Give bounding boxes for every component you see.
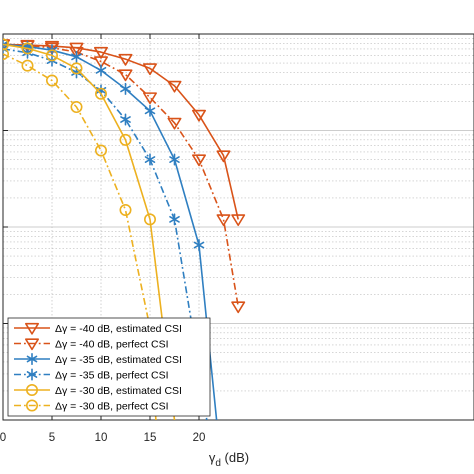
legend: Δγ = -40 dB, estimated CSI Δγ = -40 dB, p…	[7, 317, 211, 417]
series-line	[3, 43, 239, 307]
series-line	[3, 43, 239, 220]
x-tick-label: 15	[144, 432, 157, 444]
data-point	[95, 144, 108, 157]
legend-label: Δγ = -40 dB, estimated CSI	[55, 323, 182, 335]
legend-marker	[25, 338, 39, 351]
legend-label: Δγ = -30 dB, perfect CSI	[55, 401, 169, 413]
data-point	[119, 133, 132, 146]
legend-marker	[25, 322, 39, 335]
x-axis-title-symbol: γ	[209, 450, 216, 465]
legend-marker	[26, 368, 38, 381]
x-axis-title: γd (dB)	[209, 450, 249, 469]
data-point	[21, 42, 34, 55]
x-axis-title-unit: (dB)	[221, 450, 249, 465]
data-point	[70, 62, 83, 75]
data-point	[144, 104, 156, 117]
legend-box	[7, 317, 211, 417]
data-point	[95, 87, 108, 100]
data-point	[169, 213, 180, 226]
data-point	[45, 49, 58, 62]
data-point	[94, 46, 108, 59]
data-point	[3, 48, 9, 61]
data-point	[70, 101, 83, 114]
legend-entry: Δγ = -30 dB, estimated CSI	[14, 383, 182, 397]
data-point	[69, 46, 84, 59]
legend-label: Δγ = -35 dB, estimated CSI	[55, 354, 182, 366]
data-point	[3, 38, 9, 51]
data-point	[144, 213, 157, 226]
data-point	[118, 53, 133, 66]
legend-label: Δγ = -40 dB, perfect CSI	[55, 339, 169, 351]
data-point	[192, 109, 206, 122]
series-5	[3, 38, 176, 420]
x-tick-label: 20	[193, 432, 206, 444]
tick-labels: 0 5 10 15 20	[0, 432, 205, 444]
data-point	[120, 82, 131, 95]
data-point	[216, 214, 231, 227]
legend-entry: Δγ = -40 dB, estimated CSI	[14, 322, 182, 335]
legend-label: Δγ = -35 dB, perfect CSI	[55, 370, 169, 382]
data-point	[144, 153, 156, 166]
data-point	[21, 59, 34, 72]
data-point	[143, 92, 157, 105]
data-point	[118, 69, 133, 82]
data-point	[231, 214, 246, 227]
data-point	[45, 74, 58, 87]
legend-entry: Δγ = -30 dB, perfect CSI	[14, 399, 169, 413]
legend-label: Δγ = -30 dB, estimated CSI	[55, 385, 182, 397]
x-tick-label: 0	[0, 432, 6, 444]
data-point	[167, 117, 182, 130]
data-point	[143, 63, 157, 76]
legend-marker	[26, 352, 38, 366]
data-point	[94, 56, 108, 69]
x-tick-label: 5	[49, 432, 55, 444]
data-point	[167, 80, 182, 93]
legend-entry: Δγ = -40 dB, perfect CSI	[14, 338, 169, 351]
data-point	[22, 46, 33, 59]
data-point	[119, 204, 132, 217]
data-point	[192, 154, 206, 167]
data-point	[193, 239, 205, 252]
data-point	[120, 113, 131, 126]
data-point	[216, 150, 231, 163]
data-point	[169, 153, 180, 166]
x-axis-title-subscript: d	[215, 458, 221, 469]
data-point	[95, 64, 107, 77]
x-tick-label: 10	[95, 432, 108, 444]
legend-entry: Δγ = -35 dB, estimated CSI	[14, 352, 182, 366]
data-point	[231, 301, 246, 314]
data-point	[69, 42, 84, 55]
data-point	[71, 50, 82, 63]
series-line	[3, 43, 218, 420]
legend-entry: Δγ = -35 dB, perfect CSI	[14, 368, 169, 382]
legend-marker	[25, 399, 38, 412]
legend-marker	[25, 383, 38, 396]
series-line	[3, 43, 176, 420]
